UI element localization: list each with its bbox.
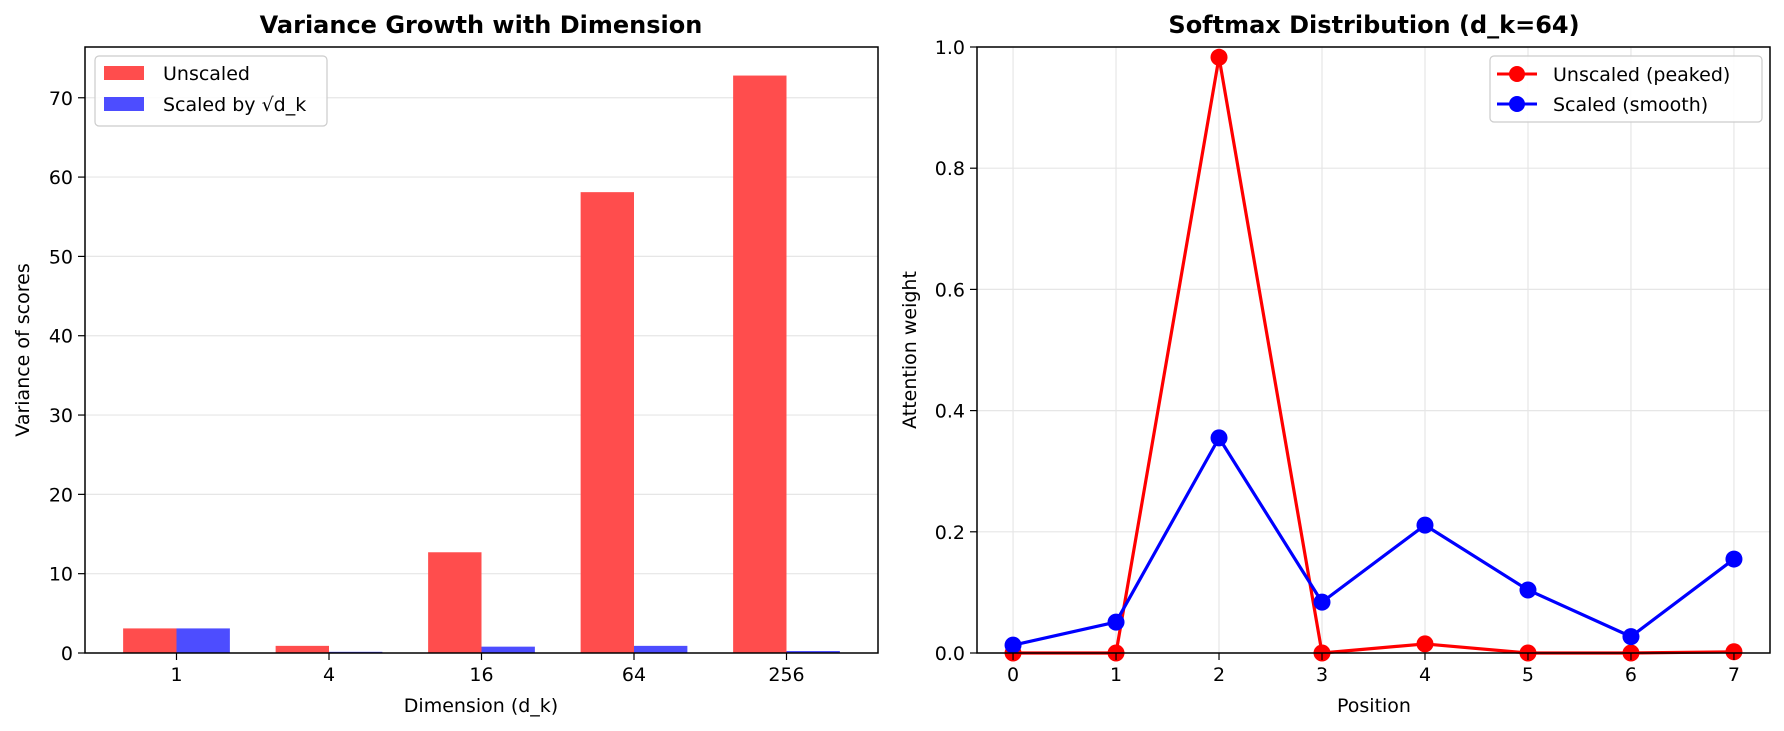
- bar-chart-legend: Unscaled Scaled by √d_k: [94, 55, 328, 127]
- legend-label-scaled: Scaled by √d_k: [163, 94, 306, 116]
- point-scaled-smooth-7: [1725, 550, 1743, 568]
- line-x-tick-label: 3: [1316, 664, 1328, 686]
- legend-label-unscaled-peaked: Unscaled (peaked): [1553, 64, 1730, 86]
- bar-y-tick-label: 40: [49, 326, 73, 348]
- point-scaled-smooth-2: [1210, 429, 1228, 447]
- legend-swatch-scaled: [104, 97, 144, 111]
- line-scaled-smooth: [1012, 436, 1735, 647]
- line-x-tick-label: 6: [1625, 664, 1637, 686]
- variance-bar-chart: Variance Growth with Dimension 010203040…: [12, 11, 879, 717]
- bar-scaled-by-d-k-16: [481, 646, 535, 653]
- bar-y-tick-label: 70: [49, 88, 73, 110]
- line-chart-plot-frame: [976, 46, 1771, 654]
- line-x-tick-label: 1: [1110, 664, 1122, 686]
- bar-unscaled-16: [428, 552, 482, 653]
- bar-x-tick-label: 16: [469, 664, 493, 686]
- legend-label-scaled-smooth: Scaled (smooth): [1553, 94, 1708, 116]
- bar-x-tick-label: 256: [768, 664, 804, 686]
- bar-unscaled-4: [275, 645, 329, 653]
- line-chart-y-axis-label: Attention weight: [899, 271, 921, 429]
- point-unscaled-peaked-2: [1210, 48, 1228, 66]
- line-x-tick-label: 5: [1522, 664, 1534, 686]
- point-scaled-smooth-1: [1107, 613, 1125, 631]
- bar-chart-x-ticks: 1 4 16 64 256: [170, 653, 805, 686]
- line-x-tick-label: 2: [1213, 664, 1225, 686]
- point-scaled-smooth-5: [1519, 581, 1537, 599]
- bar-chart-bars: [123, 75, 840, 653]
- bar-unscaled-64: [580, 192, 634, 653]
- line-chart-y-ticks: 0.0 0.2 0.4 0.6 0.8 1.0: [935, 37, 977, 665]
- bar-x-tick-label: 64: [622, 664, 646, 686]
- legend-marker-unscaled-peaked: [1509, 66, 1525, 82]
- bar-scaled-by-d-k-1: [176, 628, 230, 653]
- point-scaled-smooth-0: [1004, 636, 1022, 654]
- legend-marker-scaled-smooth: [1509, 96, 1525, 112]
- legend-swatch-unscaled: [104, 66, 144, 80]
- bar-unscaled-1: [123, 628, 177, 653]
- line-y-tick-label: 0.6: [935, 279, 965, 301]
- point-scaled-smooth-6: [1622, 628, 1640, 646]
- bar-unscaled-256: [733, 75, 787, 653]
- line-chart-x-axis-label: Position: [1337, 695, 1411, 717]
- bar-legend-frame: [94, 55, 328, 127]
- bar-x-tick-label: 4: [323, 664, 335, 686]
- bar-scaled-by-d-k-64: [634, 645, 688, 653]
- line-x-tick-label: 4: [1419, 664, 1431, 686]
- line-x-tick-label: 0: [1007, 664, 1019, 686]
- line-y-tick-label: 0.0: [935, 643, 965, 665]
- point-unscaled-peaked-7: [1725, 643, 1743, 661]
- bar-y-tick-label: 50: [49, 246, 73, 268]
- bar-chart-y-ticks: 0 10 20 30 40 50 60 70: [49, 88, 85, 665]
- line-y-tick-label: 1.0: [935, 37, 965, 59]
- bar-y-tick-label: 30: [49, 405, 73, 427]
- line-x-tick-label: 7: [1728, 664, 1740, 686]
- bar-chart-title: Variance Growth with Dimension: [260, 11, 703, 39]
- bar-scaled-by-d-k-256: [786, 651, 840, 653]
- softmax-line-chart: Softmax Distribution (d_k=64) 0.00.20.40…: [899, 11, 1771, 717]
- line-chart-legend: Unscaled (peaked) Scaled (smooth): [1489, 55, 1763, 123]
- line-y-tick-label: 0.4: [935, 401, 965, 423]
- point-scaled-smooth-3: [1313, 593, 1331, 611]
- line-y-tick-label: 0.2: [935, 522, 965, 544]
- point-scaled-smooth-4: [1416, 516, 1434, 534]
- bar-chart-y-axis-label: Variance of scores: [12, 263, 34, 436]
- line-y-tick-label: 0.8: [935, 158, 965, 180]
- point-unscaled-peaked-4: [1416, 635, 1434, 653]
- bar-y-tick-label: 0: [61, 643, 73, 665]
- bar-y-tick-label: 10: [49, 564, 73, 586]
- legend-label-unscaled: Unscaled: [163, 63, 250, 85]
- line-chart-x-ticks: 0 1 2 3 4 5 6 7: [1007, 653, 1740, 686]
- bar-chart-x-axis-label: Dimension (d_k): [404, 695, 558, 717]
- bar-y-tick-label: 20: [49, 484, 73, 506]
- bar-y-tick-label: 60: [49, 167, 73, 189]
- bar-x-tick-label: 1: [170, 664, 182, 686]
- line-legend-frame: [1489, 55, 1763, 123]
- line-chart-title: Softmax Distribution (d_k=64): [1168, 11, 1579, 39]
